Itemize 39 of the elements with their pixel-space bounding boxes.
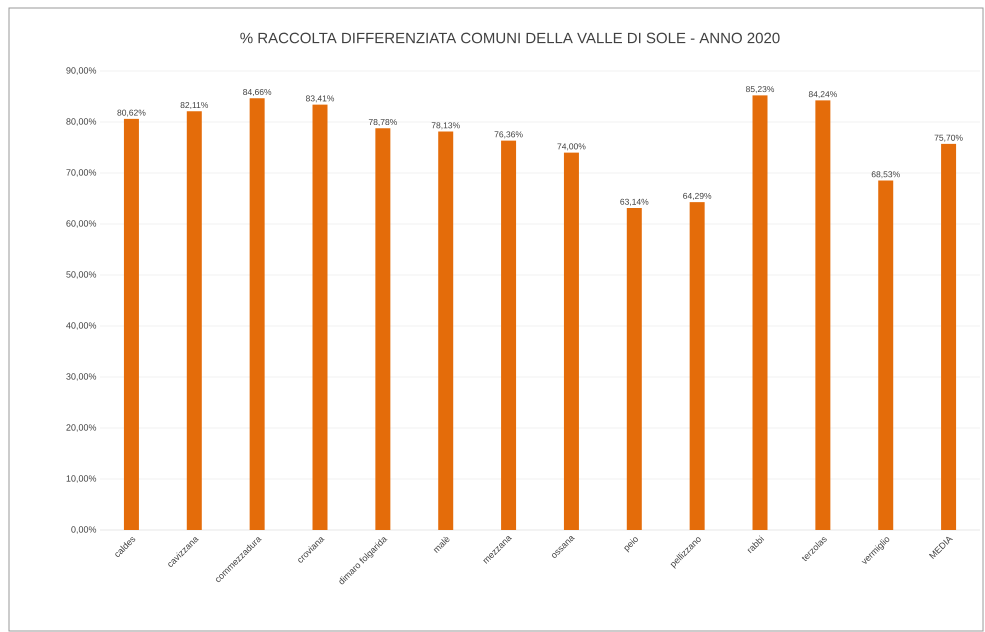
bar — [501, 140, 516, 530]
data-label: 78,13% — [432, 122, 460, 130]
y-tick-label: 20,00% — [66, 424, 96, 432]
y-tick-label: 70,00% — [66, 169, 96, 177]
bar — [124, 118, 139, 530]
bar — [312, 104, 328, 530]
data-label: 78,78% — [368, 119, 397, 126]
data-label: 63,14% — [620, 198, 648, 206]
bar — [878, 180, 894, 530]
bar — [564, 152, 579, 530]
y-tick-label: 90,00% — [66, 67, 96, 75]
bar — [438, 132, 454, 530]
data-label: 76,36% — [494, 131, 523, 138]
chart-title: % RACCOLTA DIFFERENZIATA COMUNI DELLA VALLE DI SOLE - ANNO 2020 — [240, 32, 780, 44]
data-label: 83,41% — [306, 95, 334, 102]
data-label: 68,53% — [872, 171, 900, 178]
y-tick-label: 0,00% — [71, 526, 96, 534]
y-tick-label: 80,00% — [66, 118, 96, 126]
data-label: 82,11% — [180, 102, 208, 110]
y-tick-label: 40,00% — [66, 322, 96, 330]
y-tick-label: 10,00% — [66, 475, 96, 483]
bar — [626, 208, 642, 530]
y-tick-label: 50,00% — [66, 271, 96, 279]
data-label: 74,00% — [557, 143, 586, 150]
data-label: 80,62% — [117, 110, 146, 117]
bar — [941, 144, 956, 530]
y-tick-label: 60,00% — [66, 220, 96, 228]
bar — [250, 98, 265, 530]
bar — [752, 95, 768, 530]
y-tick-label: 30,00% — [66, 373, 96, 381]
bar — [375, 128, 390, 530]
data-label: 75,70% — [934, 134, 963, 142]
bar — [186, 111, 202, 530]
data-label: 64,29% — [683, 192, 712, 200]
bar — [690, 202, 705, 530]
data-label: 85,23% — [746, 86, 774, 94]
data-label: 84,24% — [808, 91, 837, 98]
data-label: 84,66% — [243, 89, 272, 96]
bar — [815, 100, 830, 530]
